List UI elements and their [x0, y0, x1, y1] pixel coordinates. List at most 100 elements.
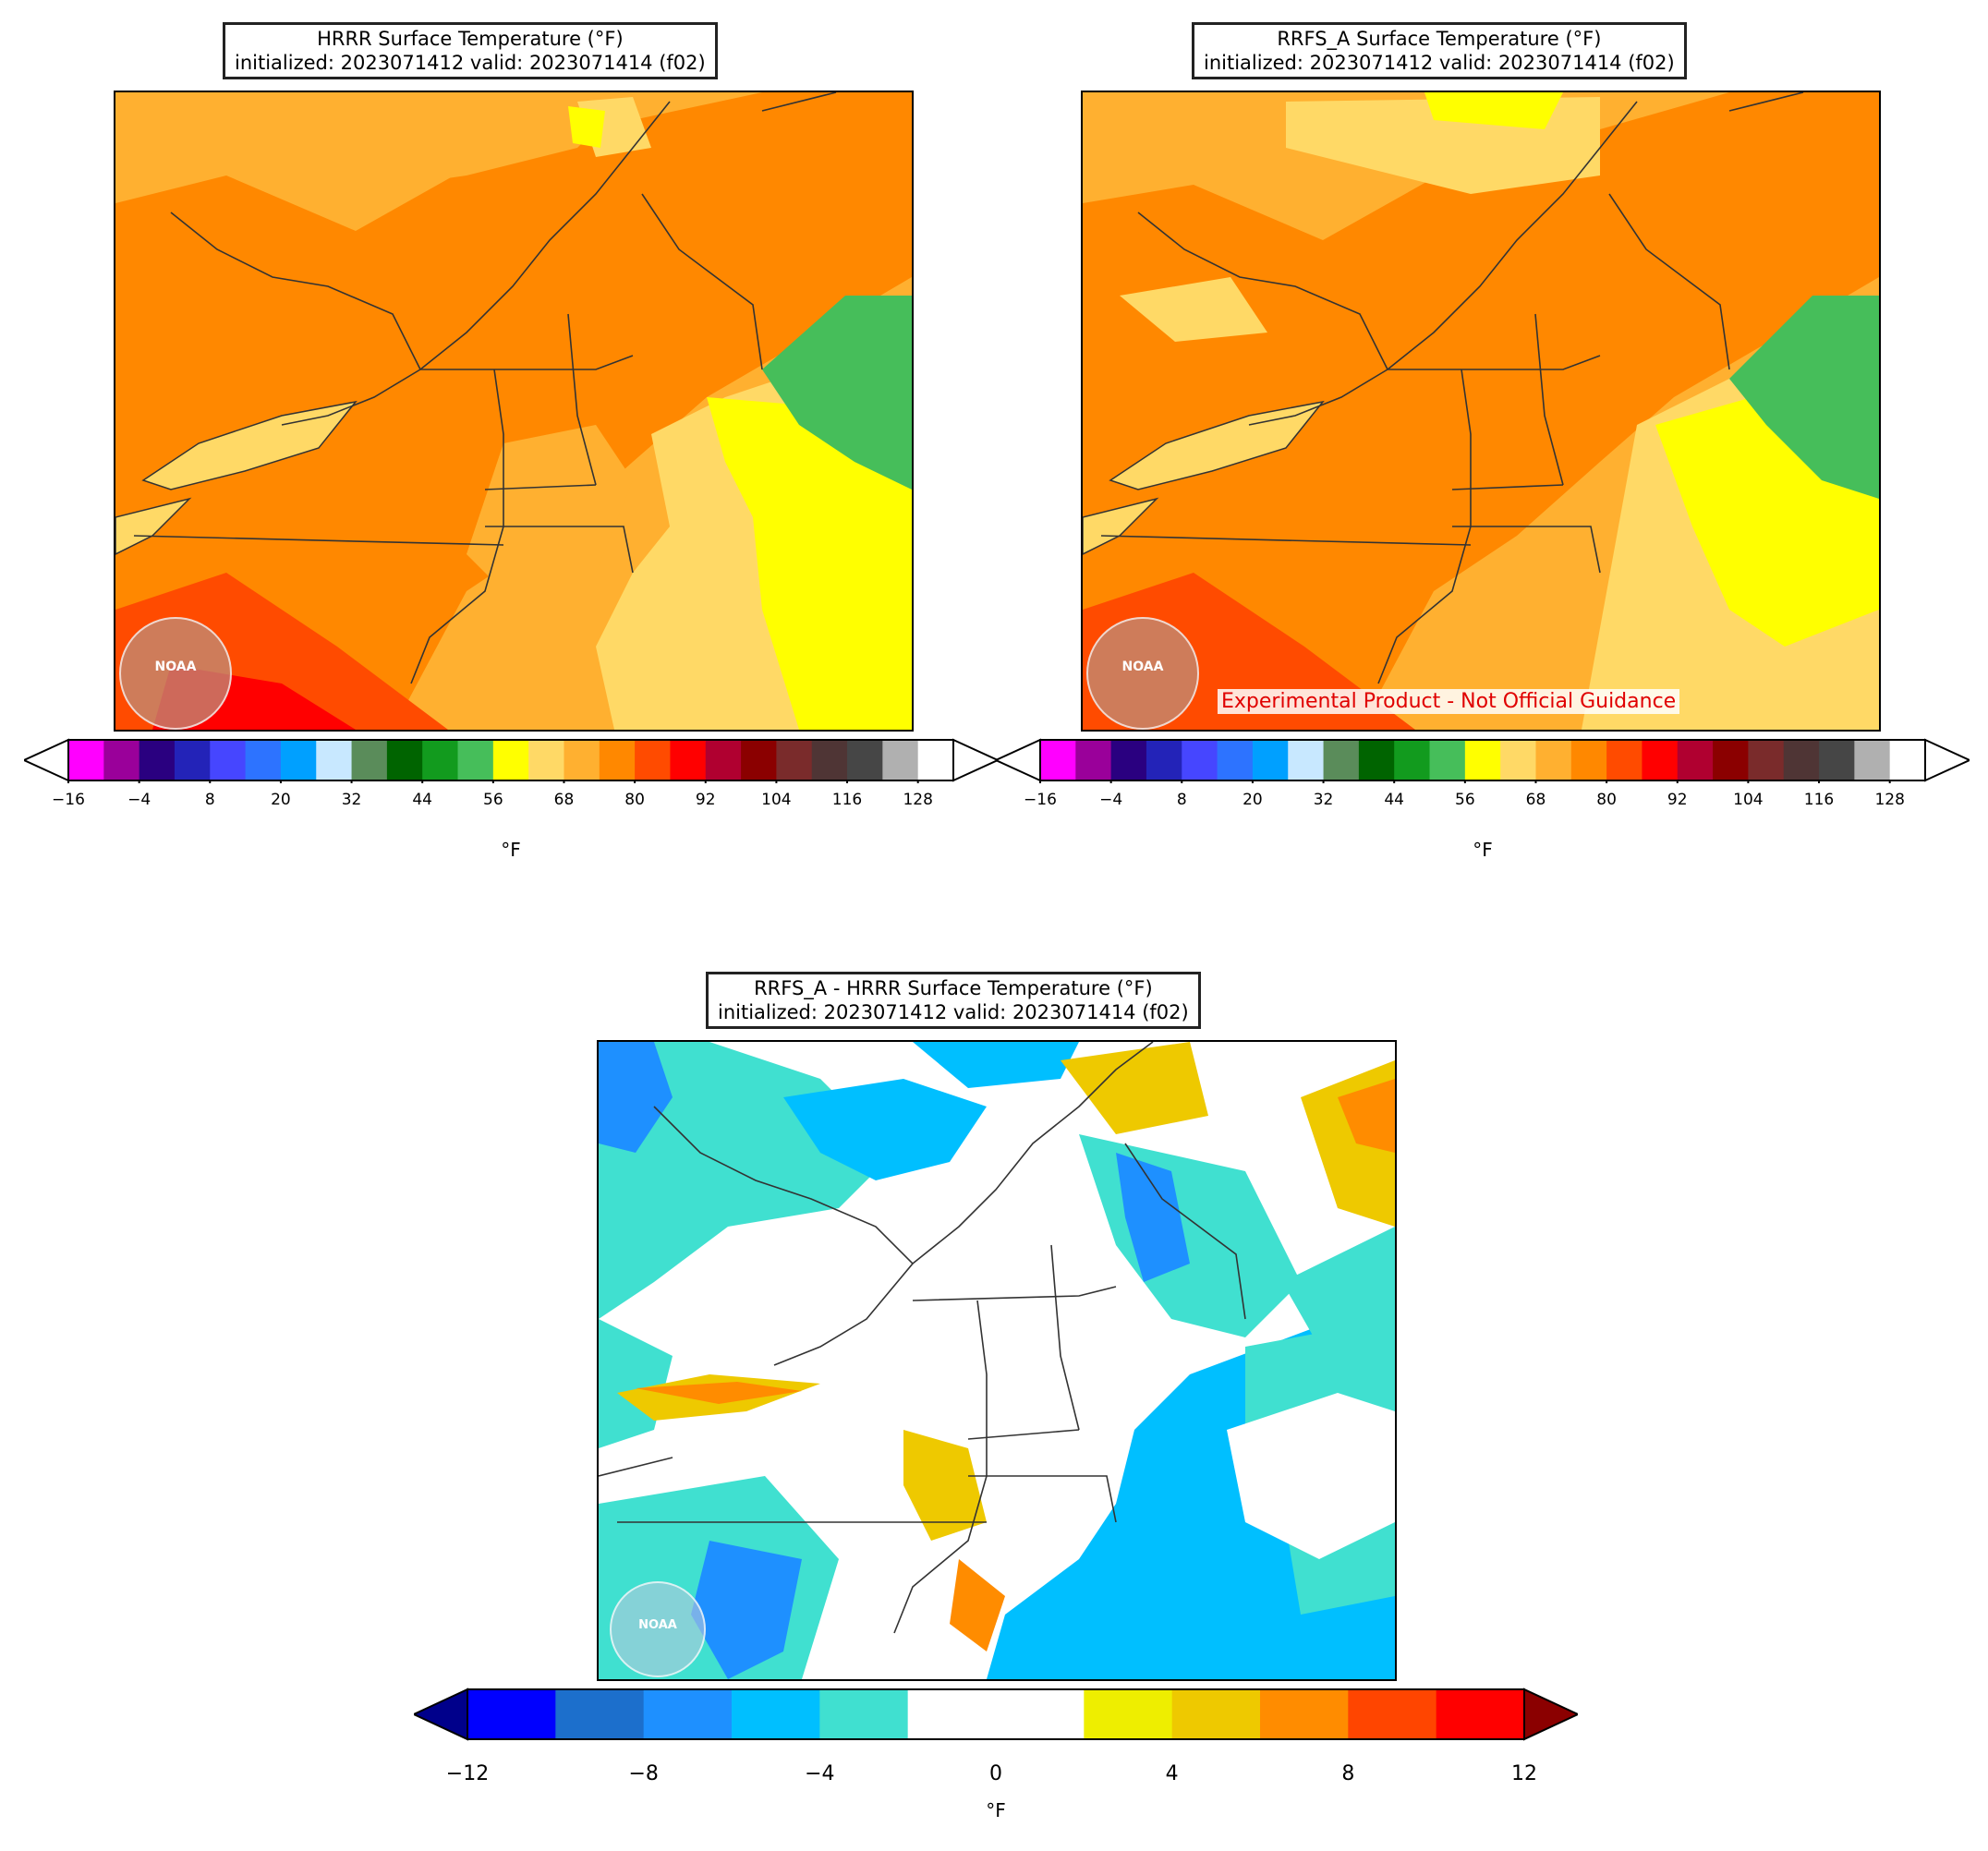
colorbar-extend-max — [1523, 1688, 1581, 1741]
colorbar-segment — [1464, 740, 1501, 780]
colorbar-tick-label: 20 — [1242, 791, 1263, 809]
colorbar-segment — [1288, 740, 1325, 780]
colorbar-tick-label: 20 — [271, 791, 291, 809]
hrrr-noaa-logo: NOAA — [119, 617, 232, 730]
colorbar-segment — [280, 740, 317, 780]
colorbar-tick-label: 128 — [1874, 791, 1905, 809]
colorbar-segment — [670, 740, 707, 780]
colorbar-segment — [492, 740, 529, 780]
diff-hot-region — [950, 1559, 1005, 1651]
colorbar-tick-label: −12 — [445, 1762, 490, 1785]
colorbar-segment — [1260, 1689, 1349, 1739]
diff-ocean-cool — [1282, 1227, 1395, 1347]
hrrr-colorbar-unit: °F — [501, 839, 521, 861]
hrrr-title-line1: HRRR Surface Temperature (°F) — [317, 28, 624, 50]
colorbar-tick-label: 92 — [1667, 791, 1688, 809]
colorbar-segment — [1217, 740, 1254, 780]
colorbar-segment — [139, 740, 176, 780]
colorbar-segment — [741, 740, 777, 780]
noaa-logo-text: NOAA — [1121, 659, 1164, 674]
diff-cold-region — [691, 1541, 802, 1679]
hrrr-map: NOAA — [114, 91, 914, 732]
colorbar-segment — [68, 740, 104, 780]
map-north-cool — [115, 92, 633, 194]
colorbar-tick-label: −16 — [52, 791, 85, 809]
colorbar-tick-label: 68 — [553, 791, 575, 809]
diff-cold-region — [783, 1079, 987, 1180]
colorbar-segment — [351, 740, 388, 780]
colorbar-segment — [882, 740, 919, 780]
colorbar-segment — [1500, 740, 1536, 780]
colorbar-segment — [819, 1689, 909, 1739]
colorbar-extend-max — [952, 738, 1000, 782]
colorbar-tick-label: 92 — [695, 791, 716, 809]
diff-cold-region — [599, 1042, 673, 1153]
colorbar-segment — [1146, 740, 1182, 780]
colorbar-tick-label: 104 — [761, 791, 792, 809]
colorbar-extend-min — [21, 738, 69, 782]
colorbar-extend-min — [411, 1688, 468, 1741]
rrfs-map-graphic — [1083, 92, 1879, 730]
colorbar-segment — [635, 740, 671, 780]
colorbar-outline — [67, 739, 954, 781]
map-warm-region — [1083, 92, 1879, 730]
map-ocean-green — [1729, 296, 1879, 499]
hrrr-colorbar — [21, 737, 1000, 786]
colorbar-segment — [1394, 740, 1431, 780]
hrrr-colorbar-graphic — [21, 738, 1000, 786]
rrfs-title: RRFS_A Surface Temperature (°F) initiali… — [1192, 22, 1687, 79]
colorbar-segment — [1606, 740, 1643, 780]
rrfs-map: NOAA Experimental Product - Not Official… — [1081, 91, 1881, 732]
colorbar-tick-label: 116 — [831, 791, 863, 809]
map-borders — [133, 92, 837, 684]
colorbar-segment — [907, 1689, 997, 1739]
map-west-yellow — [1120, 277, 1267, 342]
colorbar-tick-label: 80 — [1596, 791, 1617, 809]
colorbar-tick-label: 32 — [341, 791, 362, 809]
diff-cold-region — [1116, 1153, 1190, 1282]
colorbar-extend-max — [1924, 738, 1972, 782]
colorbar-segment — [245, 740, 282, 780]
colorbar-tick-label: 8 — [1176, 791, 1187, 809]
diff-hot-region — [1338, 1079, 1395, 1153]
colorbar-segment — [847, 740, 883, 780]
colorbar-tick-label: 4 — [1165, 1762, 1179, 1785]
colorbar-segment — [422, 740, 459, 780]
colorbar-segment — [1570, 740, 1607, 780]
colorbar-segment — [1748, 740, 1785, 780]
colorbar-tick-label: 8 — [1341, 1762, 1355, 1785]
diff-warm-region — [903, 1430, 987, 1541]
hrrr-title-line2: initialized: 2023071412 valid: 202307141… — [235, 52, 706, 74]
colorbar-segment — [555, 1689, 645, 1739]
colorbar-tick-label: 68 — [1525, 791, 1546, 809]
diff-map-graphic — [599, 1042, 1395, 1679]
colorbar-segment — [1889, 740, 1926, 780]
colorbar-tick-label: 128 — [903, 791, 933, 809]
colorbar-segment — [386, 740, 423, 780]
colorbar-segment — [1084, 1689, 1173, 1739]
colorbar-segment — [316, 740, 353, 780]
colorbar-segment — [1819, 740, 1855, 780]
lake-ontario — [1109, 400, 1325, 490]
colorbar-tick-label: 116 — [1803, 791, 1835, 809]
colorbar-segment — [467, 1689, 556, 1739]
map-ocean-green — [762, 296, 912, 490]
diff-colorbar — [411, 1687, 1581, 1742]
rrfs-title-line2: initialized: 2023071412 valid: 202307141… — [1204, 52, 1675, 74]
map-borders — [1100, 92, 1804, 684]
colorbar-segment — [996, 1689, 1085, 1739]
colorbar-segment — [1642, 740, 1679, 780]
noaa-logo-text: NOAA — [154, 659, 197, 674]
colorbar-outline — [1039, 739, 1926, 781]
colorbar-segment — [103, 740, 140, 780]
colorbar-segment — [1252, 740, 1289, 780]
colorbar-segment — [1429, 740, 1466, 780]
colorbar-segment — [564, 740, 600, 780]
rrfs-colorbar — [993, 737, 1972, 786]
colorbar-segment — [1075, 740, 1112, 780]
colorbar-segment — [643, 1689, 733, 1739]
diff-title-line2: initialized: 2023071412 valid: 202307141… — [718, 1001, 1189, 1023]
colorbar-segment — [917, 740, 954, 780]
colorbar-segment — [1358, 740, 1395, 780]
colorbar-segment — [1182, 740, 1218, 780]
